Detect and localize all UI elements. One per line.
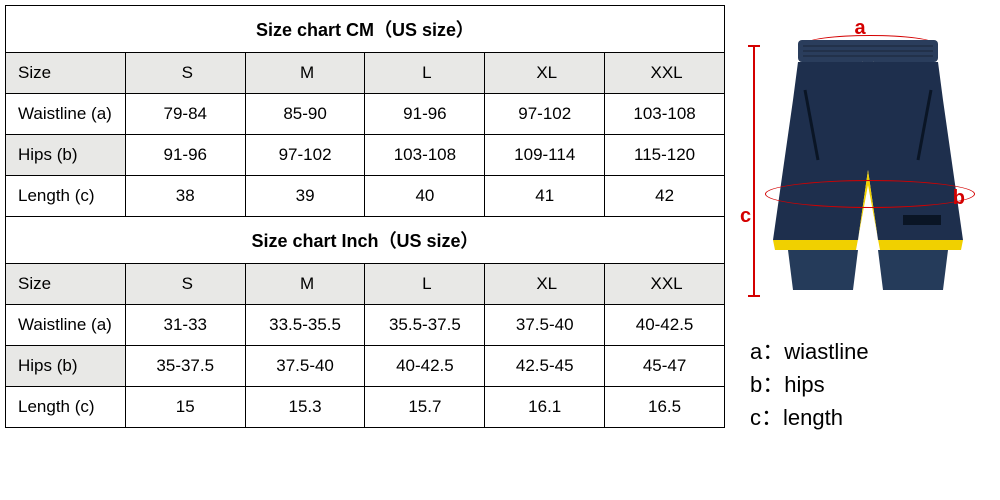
size-tables: Size chart CM（US size） Size S M L XL XXL…: [5, 5, 725, 495]
cm-row-hips: Hips (b) 91-96 97-102 103-108 109-114 11…: [6, 135, 725, 176]
diagram-panel: a c b: [745, 5, 985, 495]
shorts-icon: [763, 40, 973, 300]
inch-size-label: Size: [6, 264, 126, 305]
inch-col-xxl: XXL: [605, 264, 725, 305]
cm-length-label: Length (c): [6, 176, 126, 217]
inch-row-length: Length (c) 15 15.3 15.7 16.1 16.5: [6, 387, 725, 428]
cm-size-label: Size: [6, 53, 126, 94]
size-chart-cm: Size chart CM（US size） Size S M L XL XXL…: [5, 5, 725, 428]
legend-b: b：hips: [750, 368, 869, 401]
inch-hips-label: Hips (b): [6, 346, 126, 387]
legend-c: c：length: [750, 401, 869, 434]
cm-row-length: Length (c) 38 39 40 41 42: [6, 176, 725, 217]
annotation-b-ellipse: [765, 180, 975, 208]
shorts-diagram: a c b: [745, 15, 975, 315]
inch-col-m: M: [245, 264, 365, 305]
inch-row-waist: Waistline (a) 31-33 33.5-35.5 35.5-37.5 …: [6, 305, 725, 346]
legend-a: a：wiastline: [750, 335, 869, 368]
annotation-c-bot-tick: [748, 295, 760, 297]
inch-col-l: L: [365, 264, 485, 305]
inch-col-xl: XL: [485, 264, 605, 305]
inch-title: Size chart Inch（US size）: [6, 217, 725, 264]
annotation-b-label: b: [953, 187, 965, 210]
inch-length-label: Length (c): [6, 387, 126, 428]
inch-col-s: S: [125, 264, 245, 305]
cm-row-waist: Waistline (a) 79-84 85-90 91-96 97-102 1…: [6, 94, 725, 135]
diagram-legend: a：wiastline b：hips c：length: [745, 335, 869, 434]
cm-title: Size chart CM（US size）: [6, 6, 725, 53]
cm-col-xxl: XXL: [605, 53, 725, 94]
inch-columns-row: Size S M L XL XXL: [6, 264, 725, 305]
cm-hips-label: Hips (b): [6, 135, 126, 176]
cm-waist-label: Waistline (a): [6, 94, 126, 135]
annotation-c-line: [753, 45, 755, 295]
cm-col-m: M: [245, 53, 365, 94]
annotation-c-label: c: [740, 205, 751, 228]
cm-columns-row: Size S M L XL XXL: [6, 53, 725, 94]
inch-waist-label: Waistline (a): [6, 305, 126, 346]
cm-col-s: S: [125, 53, 245, 94]
inch-row-hips: Hips (b) 35-37.5 37.5-40 40-42.5 42.5-45…: [6, 346, 725, 387]
cm-col-xl: XL: [485, 53, 605, 94]
cm-col-l: L: [365, 53, 485, 94]
